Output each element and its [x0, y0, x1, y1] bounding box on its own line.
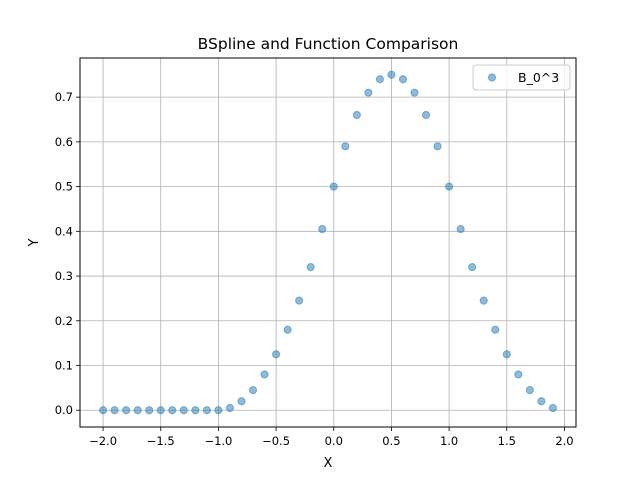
y-tick-label: 0.4: [55, 224, 73, 238]
data-point: [421, 110, 431, 120]
x-tick-label: 1.0: [440, 434, 458, 448]
y-tick-label: 0.1: [55, 359, 73, 373]
x-tick-label: 2.0: [555, 434, 573, 448]
y-tick-label: 0.6: [55, 135, 73, 149]
data-point: [525, 386, 534, 395]
data-point: [375, 75, 385, 84]
data-point: [179, 406, 188, 415]
data-point: [410, 88, 419, 97]
x-tick-label: 0.5: [382, 434, 400, 448]
x-tick-label: −1.0: [204, 434, 232, 448]
x-tick-label: 0.0: [325, 434, 343, 448]
data-point: [248, 386, 258, 395]
data-point: [133, 406, 142, 415]
data-point: [156, 406, 165, 415]
data-point: [283, 325, 292, 334]
data-point: [202, 406, 211, 415]
y-tick-label: 0.7: [55, 90, 73, 104]
data-point: [445, 182, 454, 191]
data-points: [98, 70, 558, 415]
data-point: [110, 406, 119, 415]
data-point: [214, 406, 223, 415]
data-point: [306, 263, 315, 272]
data-point: [352, 110, 361, 120]
data-point: [341, 142, 350, 151]
data-point: [168, 406, 177, 415]
data-point: [364, 88, 373, 97]
data-point: [225, 403, 235, 413]
data-point: [387, 70, 396, 79]
data-point: [318, 224, 327, 234]
data-point: [295, 296, 304, 305]
y-tick-label: 0.0: [55, 403, 73, 417]
data-point: [468, 263, 477, 272]
data-point: [98, 406, 108, 415]
y-axis-label: Y: [27, 238, 42, 247]
data-point: [260, 370, 269, 379]
axis-ticks: −2.0 −1.5 −1.0 −0.5 0.0 0.5 1.0 1.5 2.0 0.0 0.1 0.2…: [55, 90, 574, 448]
data-point: [145, 406, 154, 415]
data-point: [398, 75, 408, 84]
data-point: [502, 350, 511, 359]
data-point: [514, 370, 523, 379]
data-point: [479, 296, 488, 305]
y-tick-label: 0.2: [55, 314, 73, 328]
x-tick-label: −1.5: [147, 434, 175, 448]
data-point: [433, 142, 442, 151]
y-tick-label: 0.5: [55, 180, 73, 194]
x-axis-label: X: [324, 456, 333, 471]
x-tick-label: −0.5: [262, 434, 290, 448]
chart-title: BSpline and Function Comparison: [198, 35, 459, 53]
data-point: [456, 224, 465, 234]
plot-frame: [79, 57, 577, 428]
data-point: [237, 397, 246, 406]
data-point: [329, 182, 338, 191]
grid: [80, 58, 576, 427]
legend-marker: [487, 73, 497, 82]
legend-label: B_0^3: [518, 70, 559, 85]
data-point: [548, 403, 558, 413]
data-point: [271, 350, 281, 359]
data-point: [537, 397, 546, 406]
legend: B_0^3: [472, 64, 571, 91]
data-point: [122, 406, 131, 415]
y-tick-label: 0.3: [55, 269, 73, 283]
data-point: [491, 325, 500, 334]
x-tick-label: −2.0: [89, 434, 117, 448]
x-tick-label: 1.5: [498, 434, 516, 448]
legend-box: [472, 64, 571, 91]
data-point: [191, 406, 200, 415]
